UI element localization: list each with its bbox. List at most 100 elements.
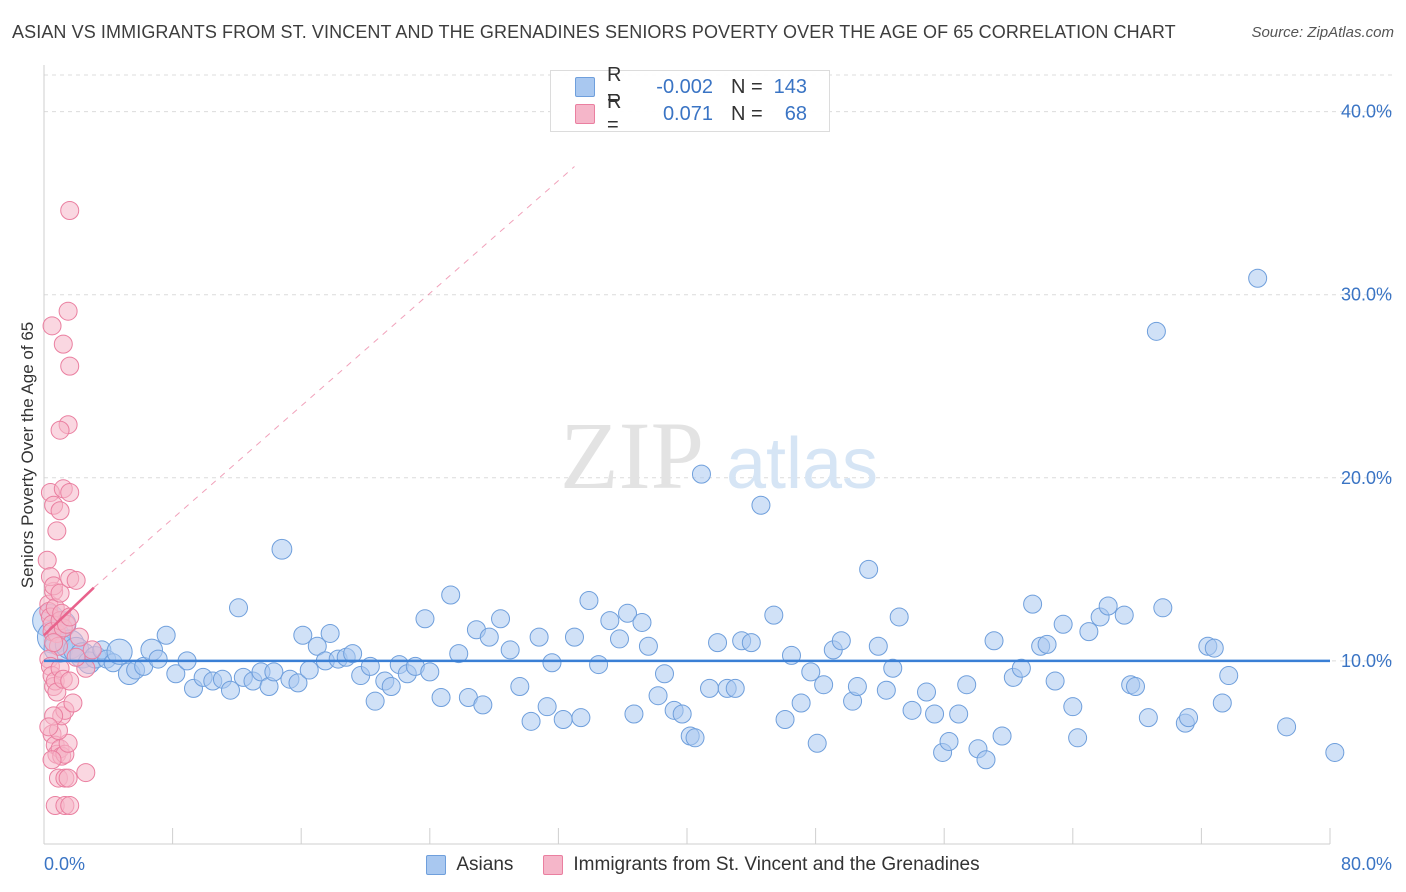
watermark-zip: ZIP: [560, 402, 704, 509]
asians-point: [889, 607, 909, 627]
asians-point: [553, 709, 573, 729]
asians-point: [1212, 693, 1232, 713]
asians-point: [831, 631, 851, 651]
asians-point: [1114, 605, 1134, 625]
asians-point: [1023, 594, 1043, 614]
asians-point: [542, 653, 562, 673]
r-value-asians: -0.002: [656, 75, 713, 98]
immigrants-point: [63, 693, 83, 713]
asians-point: [1068, 728, 1088, 748]
asians-point: [579, 590, 599, 610]
asians-point: [984, 631, 1004, 651]
y-axis-label: Seniors Poverty Over the Age of 65: [18, 322, 37, 588]
legend-item-immigrants[interactable]: Immigrants from St. Vincent and the Gren…: [543, 854, 980, 876]
asians-point: [791, 693, 811, 713]
immigrants-swatch: [575, 104, 595, 124]
asians-point: [529, 627, 549, 647]
asians-point: [609, 629, 629, 649]
asians-point: [473, 695, 493, 715]
asians-point: [708, 633, 728, 653]
asians-point: [365, 691, 385, 711]
immigrants-point: [50, 420, 70, 440]
immigrants-point: [42, 750, 62, 770]
stats-row-asians: R = -0.002 N = 143: [575, 64, 807, 109]
asians-point: [449, 644, 469, 664]
asians-point: [1011, 658, 1031, 678]
immigrants-point: [37, 550, 57, 570]
chart-title: ASIAN VS IMMIGRANTS FROM ST. VINCENT AND…: [12, 22, 1176, 42]
asians-point: [672, 704, 692, 724]
asians-point: [700, 678, 720, 698]
asians-point: [868, 636, 888, 656]
watermark-atlas: atlas: [726, 424, 878, 504]
asians-point: [293, 625, 313, 645]
immigrants-point: [69, 627, 89, 647]
asians-point: [1125, 677, 1145, 697]
asians-point: [1248, 268, 1268, 288]
immigrants-point: [50, 583, 70, 603]
asians-point: [1219, 666, 1239, 686]
asians-point: [957, 675, 977, 695]
asians-point: [441, 585, 461, 605]
asians-point: [775, 709, 795, 729]
immigrants-point: [66, 570, 86, 590]
asians-point: [106, 638, 133, 665]
r-value-immigrants: 0.071: [662, 102, 713, 125]
x-tick-label: 0.0%: [44, 854, 85, 874]
asians-point: [148, 649, 168, 669]
immigrants-point: [47, 521, 67, 541]
asians-point: [801, 662, 821, 682]
x-tick-label: 80.0%: [1341, 854, 1392, 874]
asians-point: [271, 538, 293, 560]
immigrants-series: [37, 200, 102, 816]
immigrants-point: [60, 356, 80, 376]
asians-point: [618, 603, 638, 623]
bottom-legend: Asians Immigrants from St. Vincent and t…: [0, 850, 1406, 880]
asians-point: [307, 636, 327, 656]
asians-point: [1179, 708, 1199, 728]
y-tick-label: 30.0%: [1341, 285, 1392, 305]
asians-point: [1153, 598, 1173, 618]
asians-point: [589, 655, 609, 675]
immigrants-point: [58, 301, 78, 321]
legend-item-asians[interactable]: Asians: [426, 854, 513, 876]
asians-point: [814, 675, 834, 695]
asians-point: [220, 680, 240, 700]
immigrants-point: [60, 671, 80, 691]
asians-point: [1053, 614, 1073, 634]
asians-point: [1146, 321, 1166, 341]
asians-point: [1045, 671, 1065, 691]
n-label: N =: [731, 102, 763, 125]
asians-point: [500, 640, 520, 660]
asians-point: [1138, 708, 1158, 728]
immigrants-point: [60, 482, 80, 502]
asians-point: [764, 605, 784, 625]
asians-point: [600, 611, 620, 631]
n-value-immigrants: 68: [784, 102, 807, 125]
asians-point: [564, 627, 584, 647]
asians-point: [976, 750, 996, 770]
asians-point: [741, 633, 761, 653]
r-label: R =: [607, 91, 622, 136]
asians-point: [807, 733, 827, 753]
asians-point: [685, 728, 705, 748]
asians-point: [992, 726, 1012, 746]
immigrants-point: [60, 200, 80, 220]
asians-point: [343, 644, 363, 664]
asians-point: [624, 704, 644, 724]
asians-point: [1079, 622, 1099, 642]
immigrants-point: [44, 633, 64, 653]
asians-point: [1277, 717, 1297, 737]
asians-point: [949, 704, 969, 724]
asians-point: [648, 686, 668, 706]
asians-point: [876, 680, 896, 700]
asians-point: [725, 678, 745, 698]
immigrants-point: [66, 647, 86, 667]
immigrants-point: [58, 768, 78, 788]
asians-point: [883, 658, 903, 678]
asians-point: [1037, 634, 1057, 654]
stats-row-immigrants: R = 0.071 N = 68: [575, 91, 807, 136]
immigrants-point: [82, 640, 102, 660]
immigrants-point: [60, 796, 80, 816]
legend-label-immigrants: Immigrants from St. Vincent and the Gren…: [573, 854, 980, 875]
